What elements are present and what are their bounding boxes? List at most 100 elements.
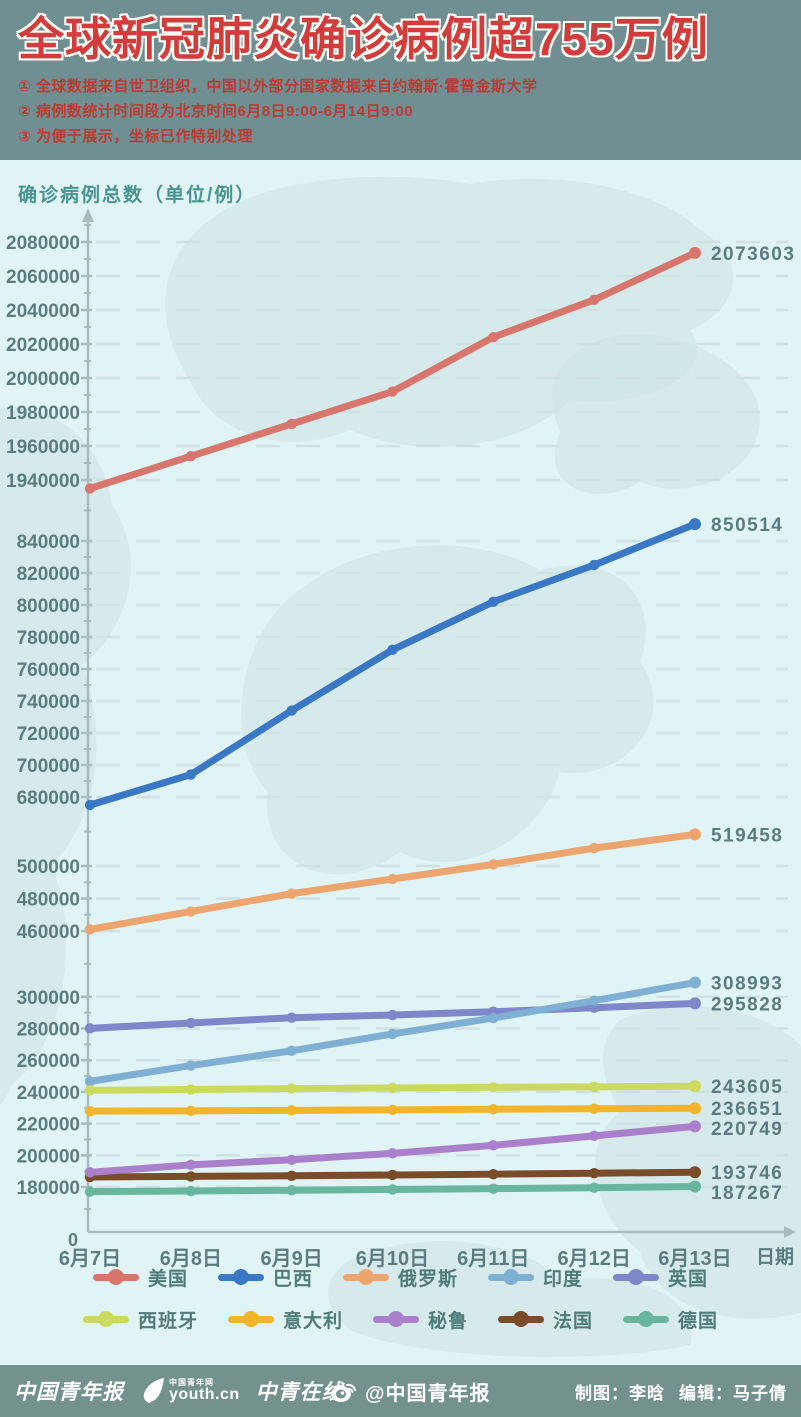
data-point-usa	[84, 483, 96, 494]
y-tick-label: 700000	[17, 756, 80, 777]
data-point-italy	[84, 1105, 96, 1117]
legend-item-india: 印度	[488, 1264, 583, 1291]
note-1: ① 全球数据来自世卫组织，中国以外部分国家数据来自约翰斯·霍普金斯大学	[18, 78, 538, 95]
legend-label-uk: 英国	[668, 1268, 709, 1290]
data-point-france	[286, 1170, 297, 1181]
logo-youth-cn: 中国青年网 youth.cn	[140, 1376, 240, 1406]
y-tick-label: 2000000	[6, 369, 80, 390]
x-tick-label: 6月11日	[457, 1248, 529, 1270]
note-3: ③ 为便于展示，坐标已作特别处理	[18, 128, 253, 145]
y-tick-label: 180000	[17, 1178, 80, 1199]
data-point-india	[688, 976, 701, 989]
legend-label-peru: 秘鲁	[427, 1310, 468, 1332]
data-point-usa	[286, 418, 297, 430]
legend-label-india: 印度	[543, 1268, 584, 1290]
legend-marker-dot-germany	[638, 1311, 655, 1327]
y-tick-label: 840000	[17, 532, 80, 553]
legend-row-1: 美国 巴西 俄罗斯 印度 英国	[0, 1262, 801, 1292]
legend-marker-germany	[623, 1311, 670, 1327]
data-point-italy	[488, 1104, 499, 1115]
data-point-germany	[488, 1183, 499, 1194]
data-point-india	[185, 1060, 197, 1071]
end-value-label-germany: 187267	[711, 1183, 783, 1204]
data-point-russia	[84, 924, 96, 935]
logo-china-youth-daily: 中国青年报	[14, 1381, 124, 1404]
end-value-label-india: 308993	[711, 974, 783, 995]
data-point-peru	[84, 1167, 96, 1178]
data-point-india	[488, 1012, 499, 1024]
legend-marker-italy	[227, 1311, 274, 1327]
legend-item-italy: 意大利	[227, 1306, 343, 1333]
legend-marker-france	[498, 1311, 544, 1327]
y-tick-label: 240000	[17, 1083, 80, 1104]
end-value-label-spain: 243605	[711, 1077, 783, 1098]
y-tick-label: 1980000	[6, 403, 80, 424]
weibo-account: @中国青年报	[330, 1377, 491, 1406]
y-tick-label: 300000	[17, 988, 80, 1009]
end-value-label-brazil: 850514	[711, 515, 783, 536]
legend-label-brazil: 巴西	[272, 1268, 313, 1290]
data-point-uk	[688, 997, 701, 1010]
end-value-label-italy: 236651	[711, 1099, 783, 1120]
data-point-peru	[185, 1159, 197, 1171]
data-point-russia	[286, 888, 297, 899]
y-tick-label: 760000	[17, 660, 80, 681]
data-point-brazil	[185, 769, 197, 780]
x-tick-label: 6月8日	[160, 1248, 222, 1270]
y-tick-label: 280000	[17, 1020, 80, 1041]
data-point-france	[488, 1168, 499, 1180]
legend-marker-dot-spain	[97, 1311, 114, 1327]
legend-marker-russia	[342, 1269, 389, 1285]
y-tick-label: 220000	[17, 1115, 80, 1136]
data-point-italy	[185, 1105, 197, 1117]
data-point-germany	[588, 1182, 600, 1193]
note-2: ② 病例数统计时间段为北京时间6月8日9:00-6月14日9:00	[18, 103, 414, 120]
legend-label-spain: 西班牙	[137, 1310, 198, 1332]
world-map-background	[0, 407, 131, 1105]
x-tick-label: 6月7日	[59, 1248, 121, 1270]
publisher-logos: 中国青年报 中国青年网 youth.cn 中青在线	[14, 1376, 344, 1406]
data-point-uk	[84, 1023, 96, 1034]
data-point-spain	[588, 1081, 600, 1093]
legend-item-peru: 秘鲁	[372, 1306, 468, 1333]
legend-marker-usa	[92, 1269, 139, 1285]
end-value-label-france: 193746	[711, 1163, 783, 1184]
legend-marker-spain	[82, 1311, 129, 1327]
y-tick-label: 780000	[17, 628, 80, 649]
legend-item-france: 法国	[498, 1306, 593, 1333]
legend-marker-dot-brazil	[232, 1269, 249, 1285]
data-point-france	[688, 1166, 701, 1179]
source-notes: ① 全球数据来自世卫组织，中国以外部分国家数据来自约翰斯·霍普金斯大学 ② 病例…	[18, 74, 801, 149]
data-point-brazil	[488, 596, 499, 607]
x-axis-arrow	[784, 1226, 796, 1238]
data-point-usa	[185, 451, 197, 462]
x-tick-label: 6月13日	[658, 1248, 731, 1270]
legend-item-spain: 西班牙	[82, 1306, 198, 1333]
y-tick-label: 480000	[17, 890, 80, 911]
data-point-usa	[488, 332, 499, 343]
data-point-spain	[688, 1080, 701, 1093]
y-tick-label: 740000	[17, 692, 80, 713]
data-point-uk	[387, 1009, 398, 1021]
origin-label: 0	[68, 1230, 78, 1250]
data-point-peru	[387, 1148, 398, 1159]
legend-item-uk: 英国	[613, 1264, 708, 1291]
y-tick-label: 2080000	[6, 233, 80, 254]
legend-marker-peru	[372, 1311, 419, 1327]
legend-item-usa: 美国	[92, 1264, 188, 1291]
data-point-uk	[286, 1012, 297, 1023]
data-point-spain	[185, 1084, 197, 1095]
x-tick-label: 6月12日	[557, 1248, 630, 1270]
legend-item-russia: 俄罗斯	[342, 1264, 458, 1291]
data-point-spain	[488, 1082, 499, 1093]
data-point-italy	[286, 1105, 297, 1116]
chart-legend: 美国 巴西 俄罗斯 印度 英国 西班牙 意大利 秘鲁 法国 德国	[0, 1262, 801, 1334]
y-tick-label: 2060000	[6, 267, 80, 288]
y-tick-label: 1960000	[6, 437, 80, 458]
y-tick-label: 1940000	[6, 471, 80, 492]
y-tick-label: 500000	[17, 857, 80, 878]
legend-marker-dot-india	[503, 1269, 519, 1285]
legend-marker-dot-usa	[107, 1269, 124, 1285]
data-point-spain	[387, 1082, 398, 1094]
